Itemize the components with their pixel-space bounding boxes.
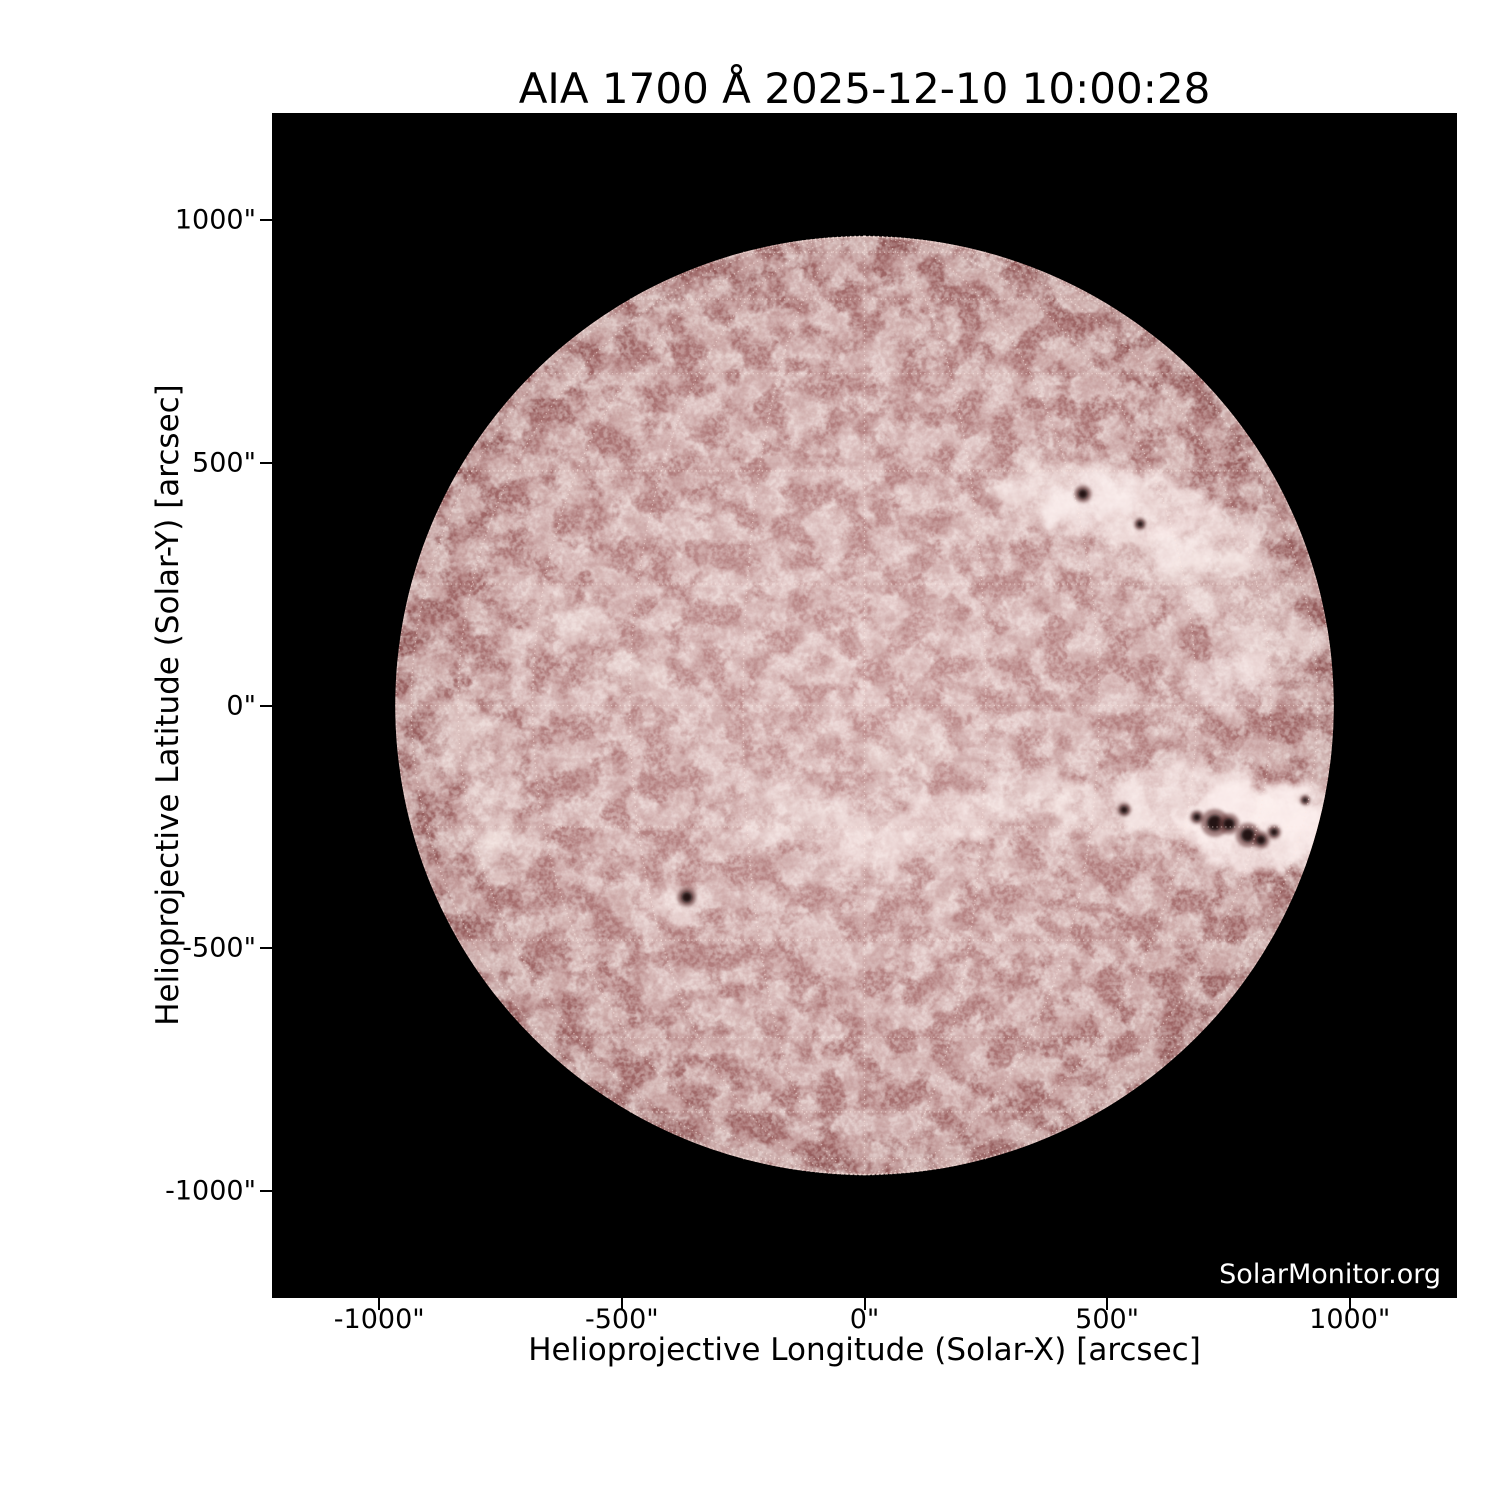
sunspot-umbra [1193, 813, 1201, 821]
solarmonitor-watermark: SolarMonitor.org [1219, 1259, 1441, 1290]
heliographic-grid [395, 235, 1334, 1176]
plage-region [483, 822, 540, 884]
plage-region [901, 787, 1002, 839]
y-tick-label: 0" [226, 690, 256, 721]
y-tick-mark [260, 1189, 272, 1192]
sunspot-umbra [1120, 805, 1128, 814]
grid-meridian [742, 235, 865, 1176]
solar-texture-layer [395, 236, 1334, 1175]
x-tick-mark [863, 1298, 866, 1310]
plage-region [869, 732, 957, 776]
plage-region [732, 783, 853, 844]
sunspots-layer [677, 485, 1311, 907]
plage-region [1161, 548, 1283, 619]
sunspot-umbra [1241, 828, 1255, 842]
plage-region [514, 589, 605, 640]
x-tick-mark [1348, 1298, 1351, 1310]
plage-region [1051, 783, 1152, 844]
sunspot-umbra [1302, 797, 1309, 804]
plage-region [1186, 653, 1277, 714]
grid-meridian [864, 235, 1196, 1176]
plage-region [636, 883, 707, 923]
x-axis-label: Helioprojective Longitude (Solar-X) [arc… [528, 1332, 1201, 1368]
sunspot-umbra [1223, 818, 1235, 830]
sunspot-umbra [1270, 828, 1278, 837]
sunspot-umbra [1136, 520, 1144, 528]
solar-disk-image [272, 113, 1457, 1298]
plot-area: SolarMonitor.org [272, 113, 1457, 1298]
grid-meridian [533, 235, 865, 1176]
plage-region [816, 814, 927, 871]
y-tick-mark [260, 219, 272, 222]
plage-regions-layer [426, 462, 1334, 923]
x-tick-mark [1106, 1298, 1109, 1310]
grid-limb-circle [395, 236, 1334, 1175]
figure-title: AIA 1700 Å 2025-12-10 10:00:28 [518, 64, 1211, 113]
y-tick-mark [260, 947, 272, 950]
plage-region [581, 645, 659, 695]
y-tick-label: -500" [182, 932, 256, 964]
y-tick-label: -1000" [165, 1175, 256, 1207]
grid-meridian [864, 235, 987, 1176]
y-tick-mark [260, 461, 272, 464]
sunspot-umbra [1256, 835, 1266, 845]
sunspot-umbra [1078, 489, 1088, 499]
y-tick-label: 500" [192, 447, 256, 479]
y-tick-label: 1000" [174, 204, 256, 236]
sunspot-umbra [681, 891, 693, 903]
plage-region [426, 693, 497, 773]
x-tick-mark [620, 1298, 623, 1310]
x-tick-mark [378, 1298, 381, 1310]
y-tick-mark [260, 704, 272, 707]
sunspot-umbra [1207, 815, 1223, 831]
